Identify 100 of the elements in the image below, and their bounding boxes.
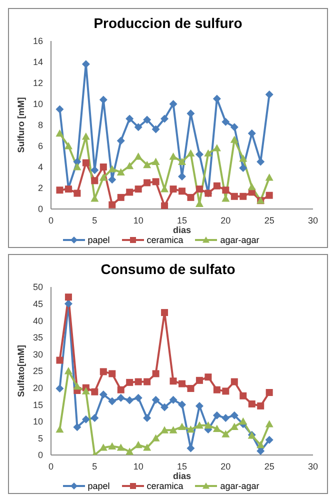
point [169,396,178,404]
point [230,136,238,143]
point [265,436,274,444]
point [222,430,230,438]
point [64,300,72,308]
y-tick-label: 16 [32,36,43,46]
point [56,425,64,433]
point [56,186,64,194]
point [99,96,108,104]
point [222,388,230,395]
point [222,414,230,422]
y-tick-label: 10 [32,416,43,427]
point [152,396,160,404]
point [82,132,90,140]
y-tick-label: 40 [32,316,43,326]
point [100,368,107,376]
point [212,411,221,420]
point [265,420,274,428]
point [170,186,177,193]
x-tick-label: 25 [264,461,274,472]
point [178,188,186,195]
point [239,154,248,162]
point [99,174,108,181]
point [240,392,247,400]
x-tick-label: 15 [176,461,188,472]
point [82,159,90,166]
y-tick-label: 50 [32,282,43,292]
point [160,185,169,192]
y-tick-label: 20 [32,382,43,393]
point [230,123,238,132]
point [100,164,107,170]
point [239,417,248,425]
point [152,434,160,442]
point [169,100,178,108]
point [152,370,160,378]
point [152,125,160,134]
point [266,389,273,396]
point [134,186,142,193]
point [265,174,274,181]
y-tick-label: 45 [32,298,43,309]
point [186,149,195,157]
point [126,396,134,404]
x-axis-title: dias [172,471,192,481]
point [117,194,124,201]
point [82,387,90,394]
point [266,192,273,199]
point [144,378,151,386]
point [117,386,124,394]
point [126,114,134,123]
point [178,422,186,430]
point [126,448,134,455]
x-tick-label: 25 [264,215,274,226]
point [116,394,125,402]
point [160,403,169,412]
chart-title: Produccion de sulfuro [92,15,244,33]
x-tick-label: 5 [92,215,98,226]
point [240,192,247,200]
point [222,186,230,194]
point [74,190,81,197]
point [213,182,220,190]
x-tick-label: 20 [220,461,231,472]
point [143,414,152,422]
point [108,176,116,184]
y-tick-label: 8 [38,120,43,130]
point [143,160,152,168]
point [108,397,116,406]
point [99,444,108,451]
point [134,394,142,402]
y-tick-label: 5 [38,433,43,444]
legend-label: papel [86,481,110,491]
point [73,382,82,390]
point [64,367,72,374]
point [196,186,203,193]
point [213,386,220,394]
point [239,164,248,172]
x-tick-label: 0 [48,215,54,226]
point [248,400,256,408]
point [64,294,72,301]
point [230,192,238,200]
y-tick-label: 35 [32,332,43,343]
point [108,201,116,208]
point [116,444,125,451]
y-tick-label: 15 [32,400,43,410]
point [108,370,116,378]
y-tick-label: 0 [38,204,43,214]
point [134,440,142,448]
point [169,426,178,434]
x-tick-label: 15 [176,215,188,226]
y-tick-label: 6 [38,141,43,152]
legend-label: papel [86,235,110,245]
point [230,378,238,386]
point [186,109,195,118]
y-tick-label: 25 [32,366,43,376]
point [248,182,256,190]
point [195,150,204,158]
point [73,163,82,170]
x-tick-label: 5 [92,461,98,472]
x-tick-label: 30 [308,461,318,472]
point [212,144,221,152]
point [204,149,212,157]
